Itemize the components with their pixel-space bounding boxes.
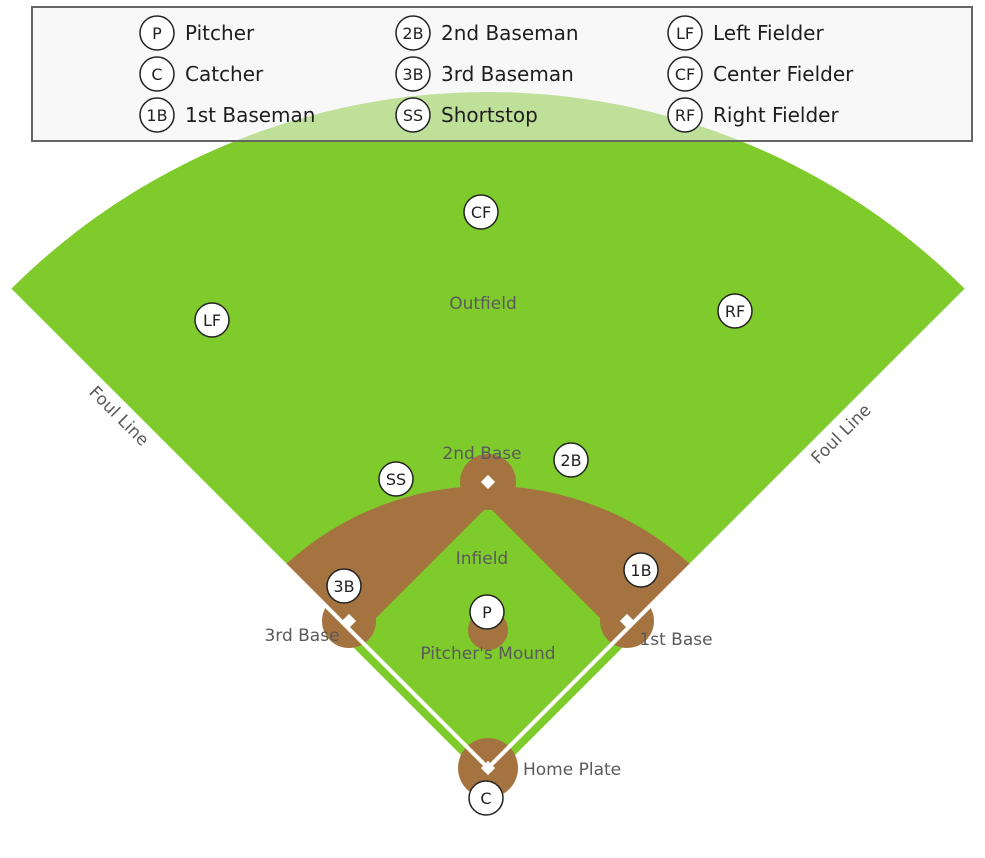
svg-text:Center Fielder: Center Fielder [713, 62, 854, 86]
legend-item-catcher: C Catcher [139, 56, 264, 92]
svg-text:3B: 3B [402, 65, 423, 84]
home-plate-bag [480, 760, 496, 776]
svg-text:P: P [152, 24, 162, 43]
legend-item-center-fielder: CF Center Fielder [667, 56, 854, 92]
svg-text:CF: CF [675, 65, 695, 84]
legend-item-first-baseman: 1B 1st Baseman [139, 97, 315, 133]
svg-text:LF: LF [203, 311, 221, 330]
second-base-label: 2nd Base [442, 444, 521, 464]
first-baseman-marker: 1B [623, 552, 659, 588]
svg-text:2nd Baseman: 2nd Baseman [441, 21, 579, 45]
svg-text:1st Baseman: 1st Baseman [185, 103, 315, 127]
svg-text:1B: 1B [630, 561, 651, 580]
svg-text:P: P [482, 603, 492, 622]
pitchers-mound-label: Pitcher's Mound [420, 644, 555, 664]
infield-label: Infield [456, 549, 508, 569]
svg-text:Right Fielder: Right Fielder [713, 103, 839, 127]
svg-text:C: C [480, 789, 491, 808]
foul-line-left-stroke [8, 288, 490, 770]
left-fielder-marker: LF [194, 302, 230, 338]
third-base-label: 3rd Base [264, 626, 339, 646]
first-base-bag [619, 613, 635, 629]
catcher-marker: C [468, 780, 504, 816]
center-fielder-marker: CF [463, 194, 499, 230]
outfield-grass [10, 92, 966, 769]
legend-item-right-fielder: RF Right Fielder [667, 97, 839, 133]
svg-text:Shortstop: Shortstop [441, 103, 538, 127]
third-base-bag [341, 613, 357, 629]
shortstop-marker: SS [378, 461, 414, 497]
legend-item-third-baseman: 3B 3rd Baseman [395, 56, 574, 92]
svg-text:3rd Baseman: 3rd Baseman [441, 62, 574, 86]
svg-text:2B: 2B [402, 24, 423, 43]
legend-item-left-fielder: LF Left Fielder [667, 15, 824, 51]
third-baseman-marker: 3B [326, 568, 362, 604]
svg-text:Catcher: Catcher [185, 62, 264, 86]
svg-text:2B: 2B [560, 451, 581, 470]
second-baseman-marker: 2B [553, 442, 589, 478]
second-base-bag [480, 474, 496, 490]
foul-line-right-stroke [486, 288, 968, 770]
svg-text:1B: 1B [146, 106, 167, 125]
legend-item-pitcher: P Pitcher [139, 15, 255, 51]
right-fielder-marker: RF [717, 293, 753, 329]
svg-text:CF: CF [471, 203, 491, 222]
svg-text:C: C [151, 65, 162, 84]
outfield-label: Outfield [449, 294, 517, 314]
first-base-label: 1st Base [639, 630, 712, 650]
svg-text:Pitcher: Pitcher [185, 21, 255, 45]
svg-text:Left Fielder: Left Fielder [713, 21, 824, 45]
legend-box [31, 6, 973, 142]
svg-text:3B: 3B [333, 577, 354, 596]
legend-item-second-baseman: 2B 2nd Baseman [395, 15, 579, 51]
svg-text:RF: RF [675, 106, 695, 125]
home-plate-label: Home Plate [523, 760, 621, 780]
legend-item-shortstop: SS Shortstop [395, 97, 538, 133]
svg-text:LF: LF [676, 24, 694, 43]
svg-text:SS: SS [386, 470, 406, 489]
pitcher-marker: P [469, 594, 505, 630]
svg-text:RF: RF [725, 302, 745, 321]
svg-text:SS: SS [403, 106, 423, 125]
